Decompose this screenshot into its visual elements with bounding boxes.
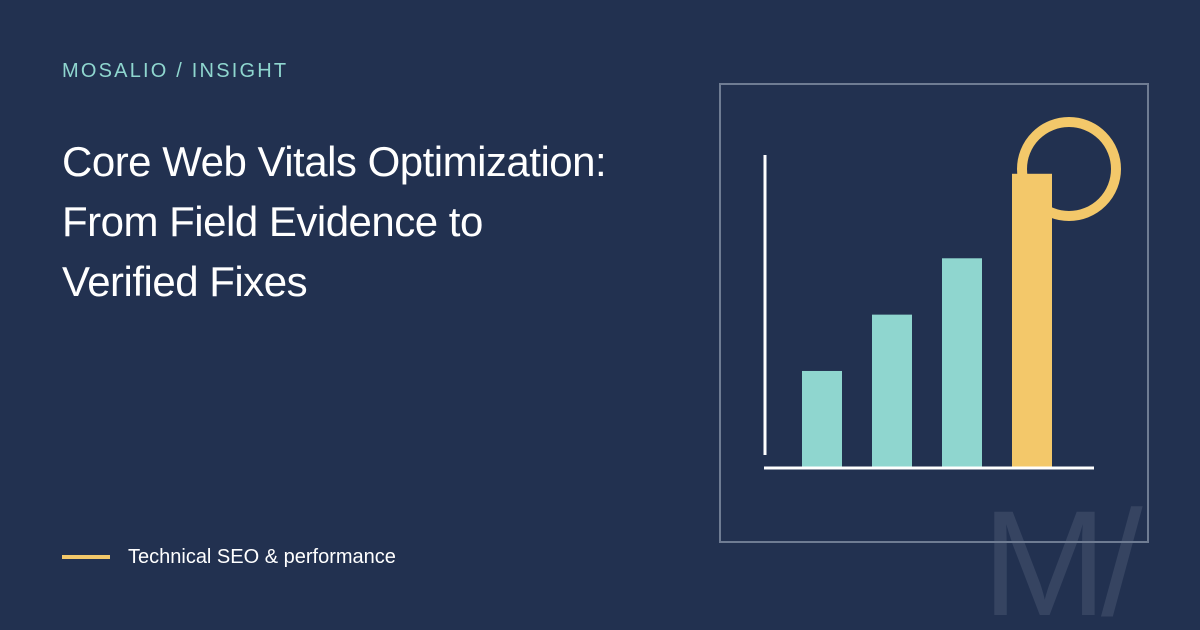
highlight-ring — [1017, 117, 1121, 221]
category-tag: Technical SEO & performance — [62, 544, 396, 570]
chart-bar-4 — [1012, 173, 1052, 468]
chart-bars — [802, 173, 1052, 468]
illustration-frame — [719, 83, 1149, 543]
title-line-2: From Field Evidence to — [62, 198, 483, 245]
page-title: Core Web Vitals Optimization: From Field… — [62, 132, 702, 312]
logo-watermark: M/ — [982, 479, 1143, 630]
chart-bar-1 — [802, 370, 842, 468]
accent-dash — [62, 555, 110, 559]
brand-eyebrow: MOSALIO / INSIGHT — [62, 60, 289, 82]
title-line-1: Core Web Vitals Optimization: — [62, 138, 607, 185]
category-label: Technical SEO & performance — [128, 545, 396, 568]
chart-bar-2 — [872, 314, 912, 468]
chart-bar-3 — [942, 258, 982, 468]
title-line-3: Verified Fixes — [62, 258, 308, 305]
